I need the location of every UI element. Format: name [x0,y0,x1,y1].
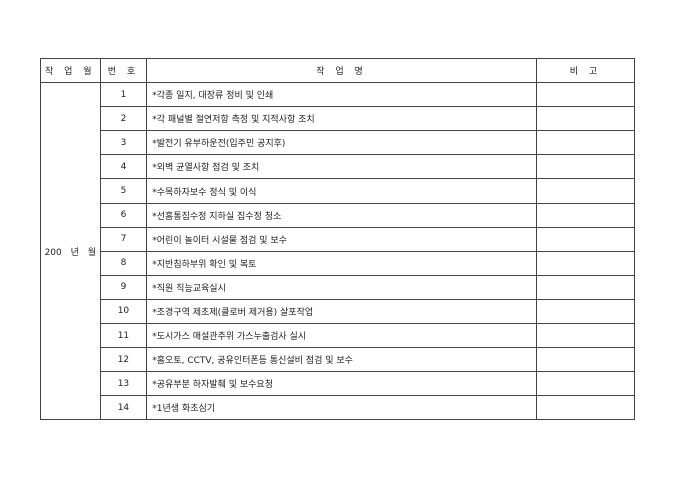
table-row: 9 *직원 직능교육실시 [41,274,636,300]
table-row: 2 *각 패널별 절연저항 측정 및 지적사항 조치 [41,106,636,132]
note-cell [535,202,636,228]
note-cell [535,250,636,276]
number-cell: 2 [99,106,148,132]
month-cell: 200 년 월 [40,82,101,421]
header-note: 비 고 [535,57,636,84]
task-cell: *발전기 유부하운전(입주민 공지후) [146,130,537,156]
table-row: 14 *1년생 화초심기 [41,395,636,421]
work-schedule-table: 작 업 월 번 호 작 업 명 비 고 200 년 월 1 *각종 일지, 대장류 … [40,57,636,421]
note-cell [535,395,636,421]
number-cell: 7 [99,226,148,252]
table-row: 12 *홈오토, CCTV, 공유인터폰등 통신설비 점검 및 보수 [41,347,636,373]
number-cell: 13 [99,371,148,397]
note-cell [535,274,636,300]
note-cell [535,323,636,349]
table-row: 200 년 월 1 *각종 일지, 대장류 정비 및 인쇄 [40,82,636,421]
number-cell: 11 [99,323,148,349]
header-row: 작 업 월 번 호 작 업 명 비 고 [40,57,636,84]
number-cell: 10 [99,298,148,325]
task-cell: *각종 일지, 대장류 정비 및 인쇄 [146,82,537,108]
note-cell [535,371,636,397]
number-cell: 9 [99,274,148,300]
task-cell: *어린이 놀이터 시설물 점검 및 보수 [146,226,537,252]
number-cell: 5 [99,178,148,204]
table-row: 8 *지반침하부위 확인 및 복토 [41,250,636,276]
task-cell: *지반침하부위 확인 및 복토 [146,250,537,276]
number-cell: 14 [99,395,148,421]
task-cell: *홈오토, CCTV, 공유인터폰등 통신설비 점검 및 보수 [146,347,537,373]
task-cell: *도시가스 매설관주위 가스누출검사 실시 [146,323,537,349]
task-cell: *직원 직능교육실시 [146,274,537,300]
note-cell [535,298,636,325]
note-cell [535,82,636,108]
number-cell: 4 [99,154,148,180]
note-cell [535,178,636,204]
table-row: 4 *외벽 균열사항 점검 및 조치 [41,154,636,180]
number-cell: 12 [99,347,148,373]
number-cell: 1 [99,82,148,108]
table-row: 13 *공유부분 하자발췌 및 보수요청 [41,371,636,397]
table-row: 5 *수목하자보수 정식 및 이식 [41,178,636,204]
note-cell [535,154,636,180]
table-row: 10 *조경구역 제초제(클로버 제거용) 살포작업 [41,298,636,325]
task-cell: *1년생 화초심기 [146,395,537,421]
table-row: 11 *도시가스 매설관주위 가스누출검사 실시 [41,323,636,349]
task-cell: *수목하자보수 정식 및 이식 [146,178,537,204]
note-cell [535,106,636,132]
number-cell: 8 [99,250,148,276]
table-row: 7 *어린이 놀이터 시설물 점검 및 보수 [41,226,636,252]
task-cell: *선홈통집수정 지하실 집수정 청소 [146,202,537,228]
task-cell: *외벽 균열사항 점검 및 조치 [146,154,537,180]
task-cell: *공유부분 하자발췌 및 보수요청 [146,371,537,397]
table-row: 3 *발전기 유부하운전(입주민 공지후) [41,130,636,156]
number-cell: 3 [99,130,148,156]
number-cell: 6 [99,202,148,228]
task-cell: *각 패널별 절연저항 측정 및 지적사항 조치 [146,106,537,132]
header-task: 작 업 명 [146,57,537,84]
note-cell [535,347,636,373]
task-cell: *조경구역 제초제(클로버 제거용) 살포작업 [146,298,537,325]
header-month: 작 업 월 [40,57,101,84]
note-cell [535,226,636,252]
note-cell [535,130,636,156]
table-row: 6 *선홈통집수정 지하실 집수정 청소 [41,202,636,228]
header-number: 번 호 [99,57,148,84]
